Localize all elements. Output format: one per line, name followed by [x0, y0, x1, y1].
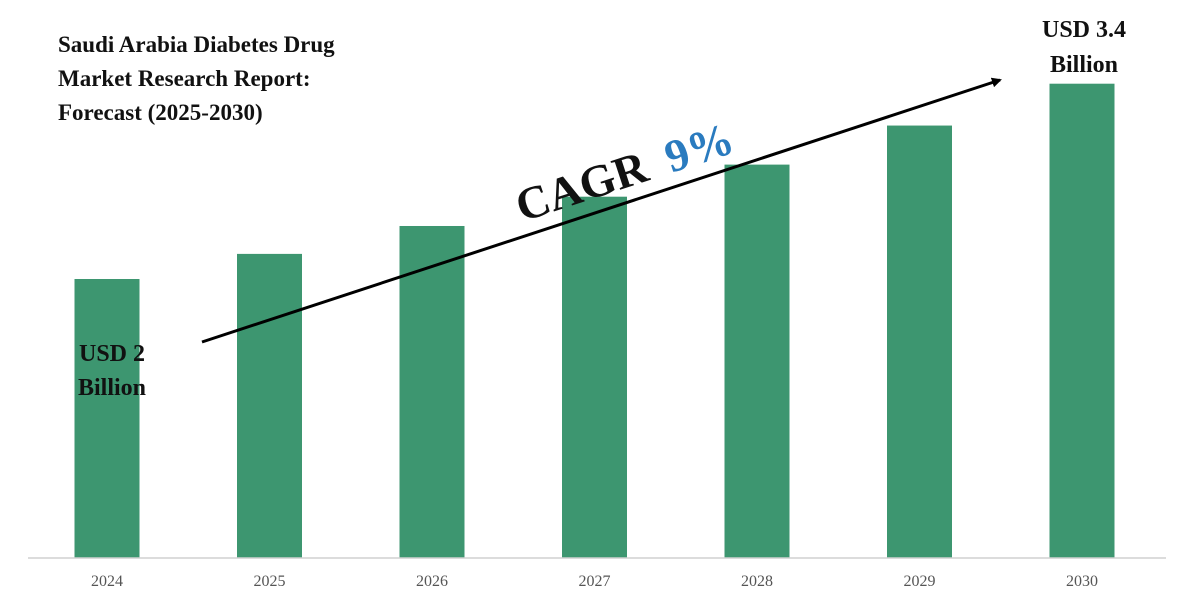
bar-2028: [724, 164, 790, 559]
end-value-line-1: USD 3.4: [1042, 17, 1126, 43]
title-line-2: Market Research Report:: [58, 66, 310, 91]
bar-series: [74, 83, 1115, 559]
x-tick-label-2029: 2029: [904, 573, 936, 590]
bar-2030: [1049, 83, 1115, 558]
start-value-annotation: USD 2 Billion: [78, 341, 146, 401]
title-line-1: Saudi Arabia Diabetes Drug: [58, 32, 335, 57]
end-value-annotation: USD 3.4 Billion: [1042, 17, 1126, 78]
start-value-line-1: USD 2: [79, 341, 145, 367]
x-tick-labels: 2024 2025 2026 2027 2028 2029 2030: [91, 573, 1098, 590]
x-tick-label-2027: 2027: [579, 573, 611, 590]
title-line-3: Forecast (2025-2030): [58, 100, 263, 125]
bar-2029: [887, 125, 952, 559]
chart-title: Saudi Arabia Diabetes Drug Market Resear…: [58, 32, 335, 125]
growth-arrow: [201, 77, 1002, 344]
bar-2026: [399, 225, 465, 559]
bar-2027: [562, 196, 627, 558]
bar-2024: [74, 279, 140, 558]
x-tick-label-2026: 2026: [416, 573, 448, 590]
x-tick-label-2025: 2025: [254, 573, 286, 590]
bar-2025: [237, 253, 302, 558]
x-tick-label-2030: 2030: [1066, 573, 1098, 590]
start-value-line-2: Billion: [78, 375, 146, 401]
x-tick-label-2024: 2024: [91, 573, 123, 590]
x-tick-label-2028: 2028: [741, 573, 773, 590]
end-value-line-2: Billion: [1050, 52, 1118, 78]
